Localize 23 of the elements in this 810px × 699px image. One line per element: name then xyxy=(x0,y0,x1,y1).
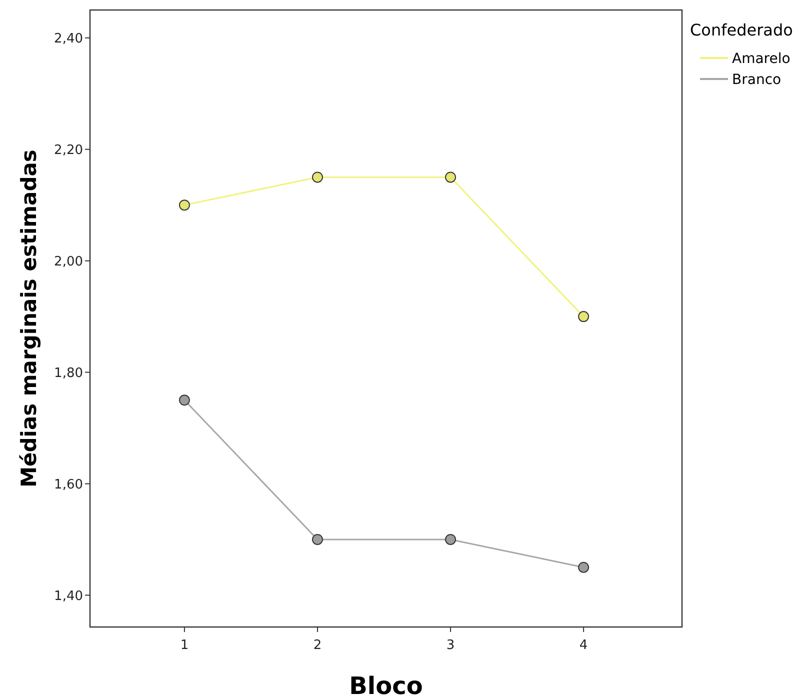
legend-label: Amarelo xyxy=(732,50,790,67)
y-tick-label: 2,20 xyxy=(54,142,83,158)
point xyxy=(578,562,590,573)
point xyxy=(178,394,190,406)
point xyxy=(445,534,456,545)
legend-label: Branco xyxy=(732,72,782,88)
point xyxy=(178,200,190,211)
x-axis-title: Bloco xyxy=(349,672,423,699)
x-tick-label: 3 xyxy=(446,638,455,653)
point xyxy=(312,172,323,183)
legend-title: Confederado xyxy=(690,20,793,40)
y-tick-label: 1,60 xyxy=(54,477,83,492)
point xyxy=(445,172,456,183)
y-tick-label: 2,00 xyxy=(54,254,83,270)
point xyxy=(578,311,590,322)
y-axis-title: Médias marginais estimadas xyxy=(17,150,41,488)
point xyxy=(312,534,323,545)
x-tick-label: 1 xyxy=(180,638,189,653)
y-tick-label: 1,80 xyxy=(54,366,83,381)
y-tick-label: 2,40 xyxy=(54,31,83,46)
x-tick-label: 4 xyxy=(579,638,588,653)
x-tick-label: 2 xyxy=(313,638,322,653)
y-tick-label: 1,40 xyxy=(54,588,83,604)
